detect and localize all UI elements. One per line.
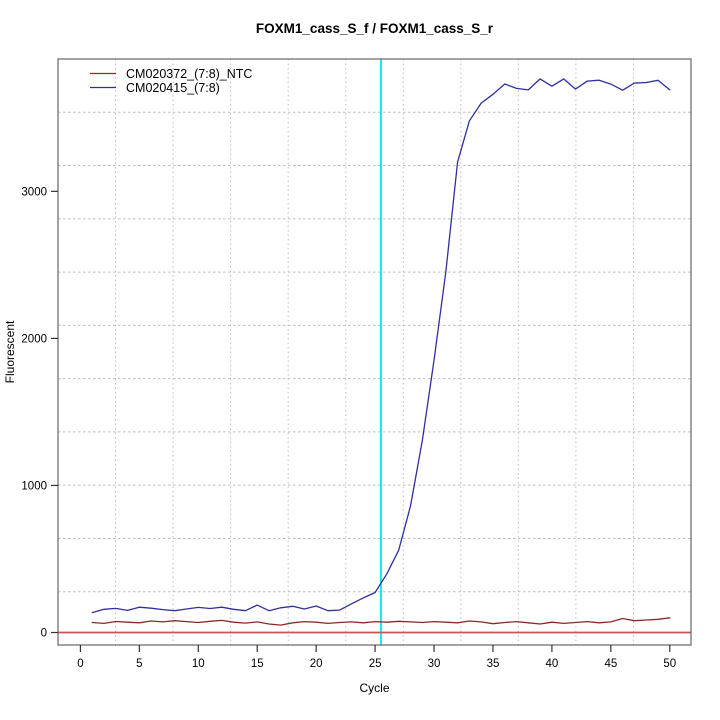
y-tick-label: 2000 <box>21 333 47 345</box>
x-tick-label: 5 <box>136 658 142 670</box>
chart-title: FOXM1_cass_S_f / FOXM1_cass_S_r <box>256 21 494 36</box>
y-tick-label: 1000 <box>21 480 47 492</box>
series-curve-sample <box>91 78 671 614</box>
y-tick-label: 3000 <box>21 186 47 198</box>
y-tick-label: 0 <box>41 628 47 640</box>
x-tick-label: 35 <box>487 658 500 670</box>
x-tick-label: 20 <box>310 658 323 670</box>
x-tick-label: 15 <box>251 658 264 670</box>
x-tick-label: 50 <box>663 658 676 670</box>
x-axis-title: Cycle <box>359 681 389 695</box>
y-axis-title: Fluorescent <box>3 320 17 383</box>
x-tick-label: 0 <box>77 658 83 670</box>
x-tick-label: 40 <box>546 658 559 670</box>
plot-box <box>57 58 692 646</box>
x-tick-label: 45 <box>604 658 617 670</box>
x-tick-label: 25 <box>369 658 382 670</box>
x-tick-label: 30 <box>428 658 441 670</box>
x-tick-label: 10 <box>192 658 205 670</box>
legend-label-sample: CM020415_(7:8) <box>126 81 220 95</box>
legend-label-ntc: CM020372_(7:8)_NTC <box>126 67 252 81</box>
series-curve-ntc <box>91 617 671 626</box>
